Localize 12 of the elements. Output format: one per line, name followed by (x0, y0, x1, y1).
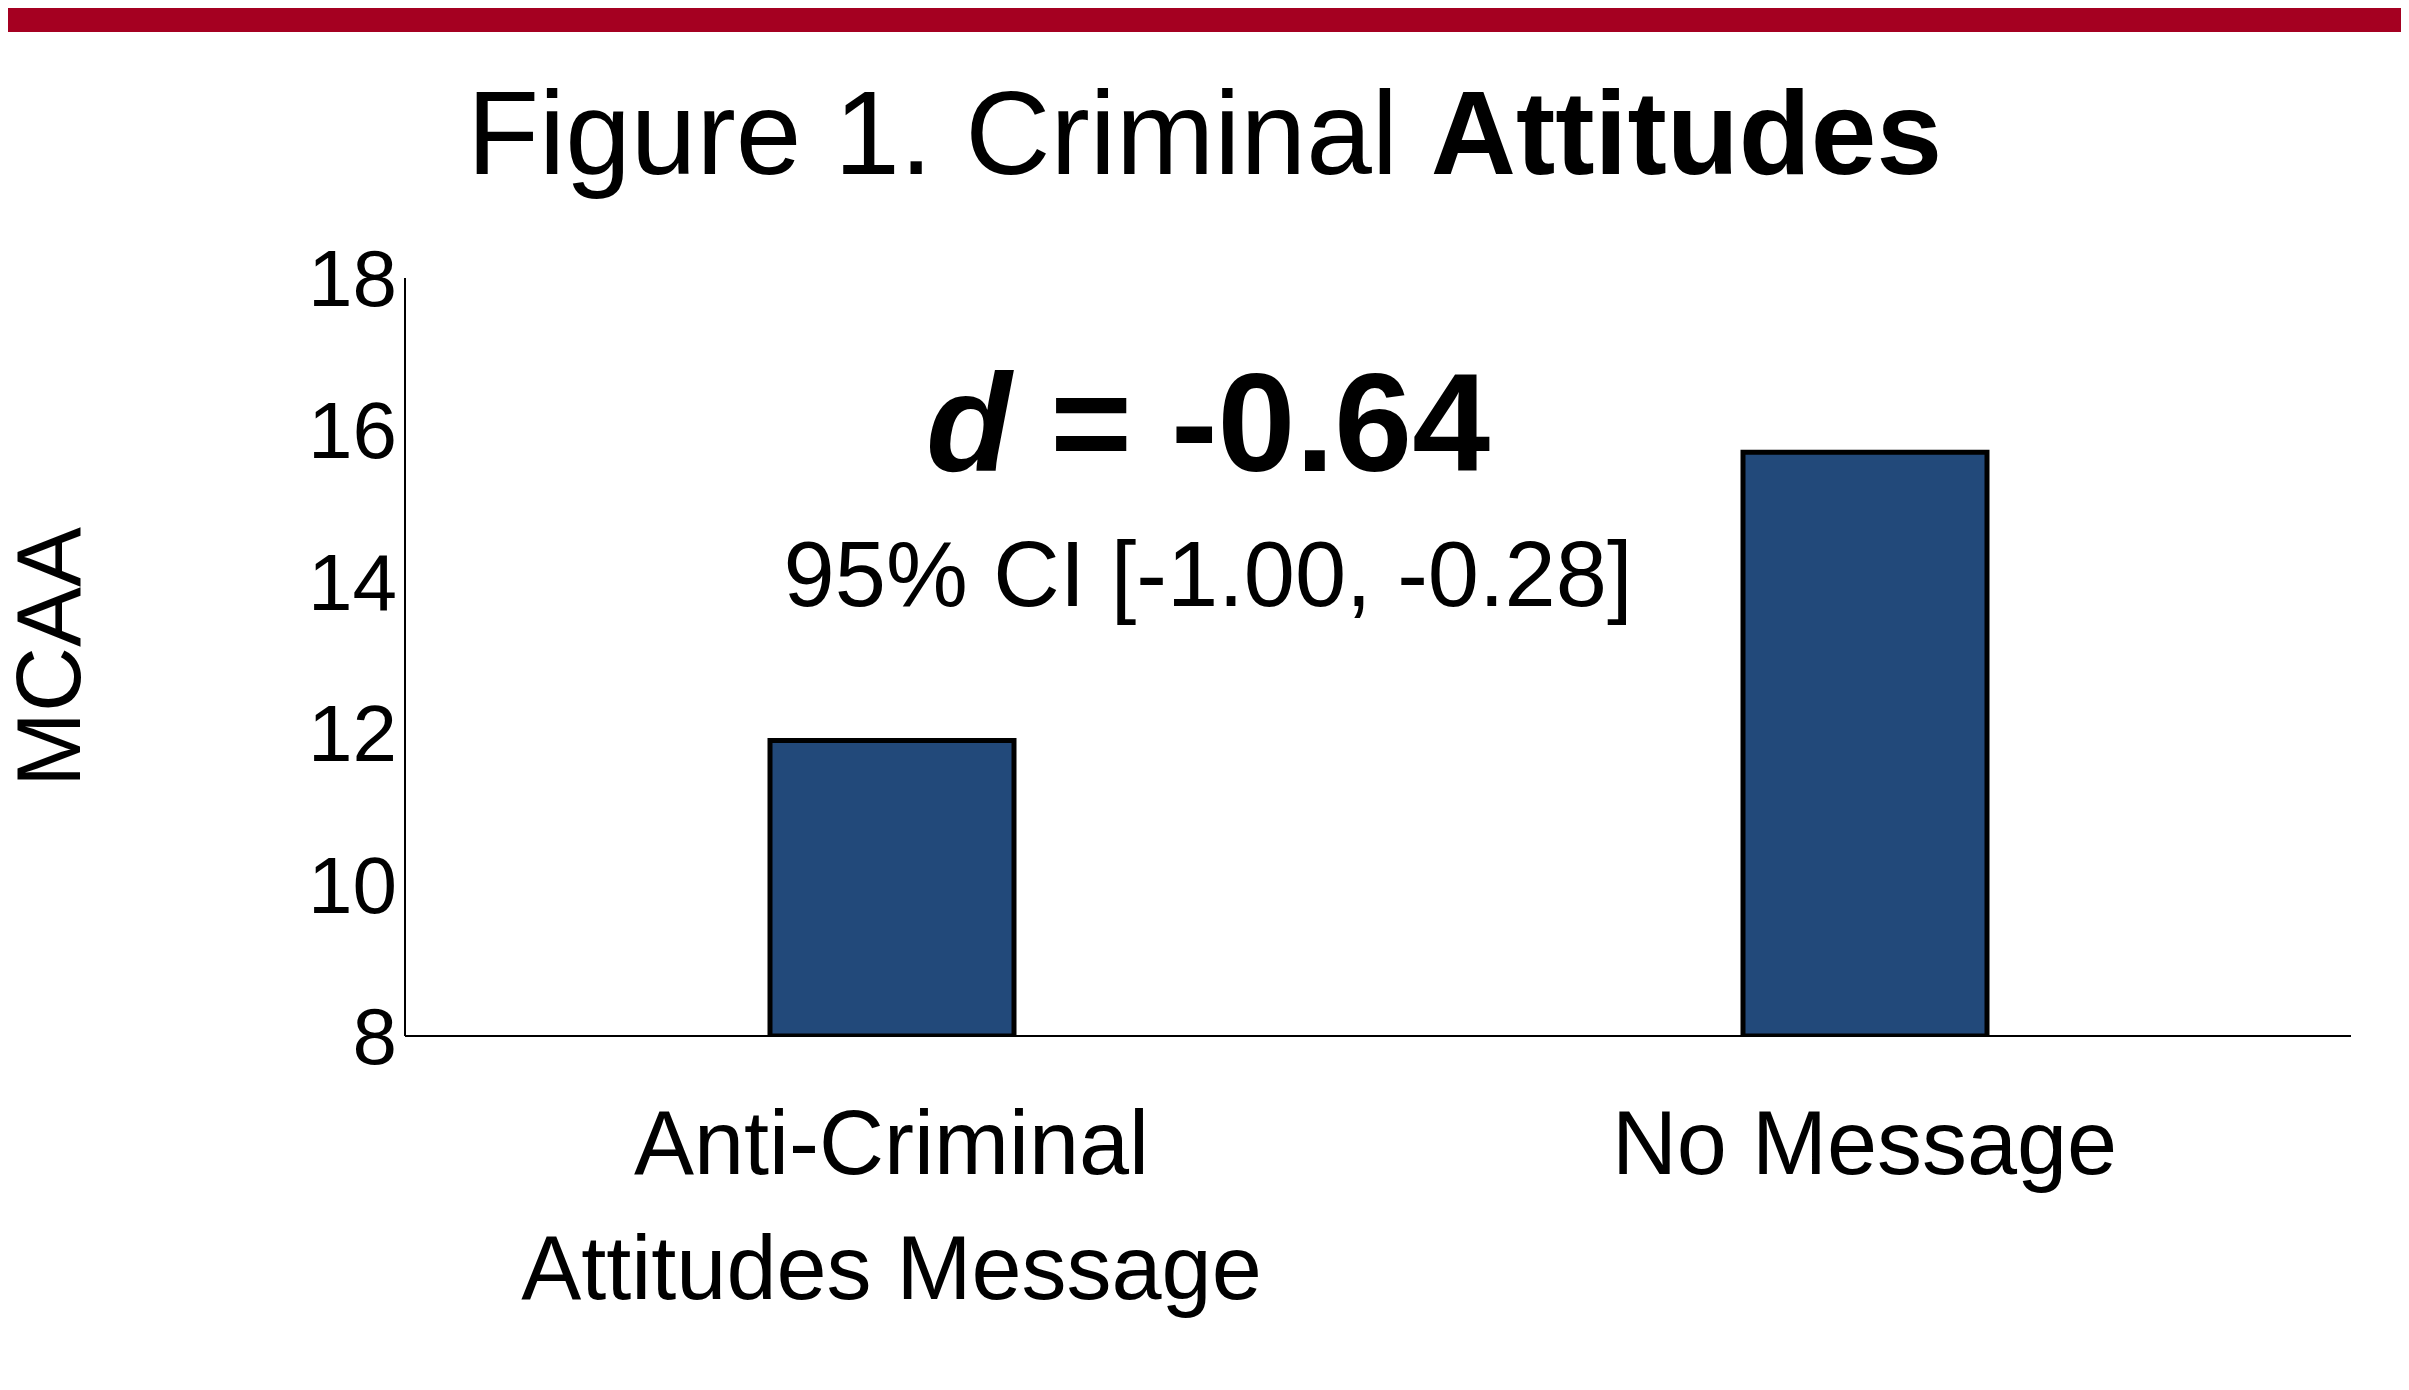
x-tick-label: Anti-Criminal Attitudes Message (521, 1093, 1262, 1318)
y-tick-label: 12 (308, 689, 397, 779)
annotation: d = -0.64 (925, 344, 1491, 501)
chart-title: Figure 1. Criminal Attitudes (465, 66, 1944, 201)
y-tick-label: 14 (308, 537, 397, 627)
annotation: 95% CI [-1.00, -0.28] (782, 523, 1634, 625)
x-tick-label: No Message (1611, 1093, 2118, 1193)
y-tick-label: 16 (308, 386, 397, 475)
y-tick-label: 10 (308, 840, 397, 930)
y-tick-label: 8 (352, 992, 397, 1082)
y-tick-label: 18 (308, 234, 397, 324)
y-axis-title: MCAA (0, 526, 99, 788)
